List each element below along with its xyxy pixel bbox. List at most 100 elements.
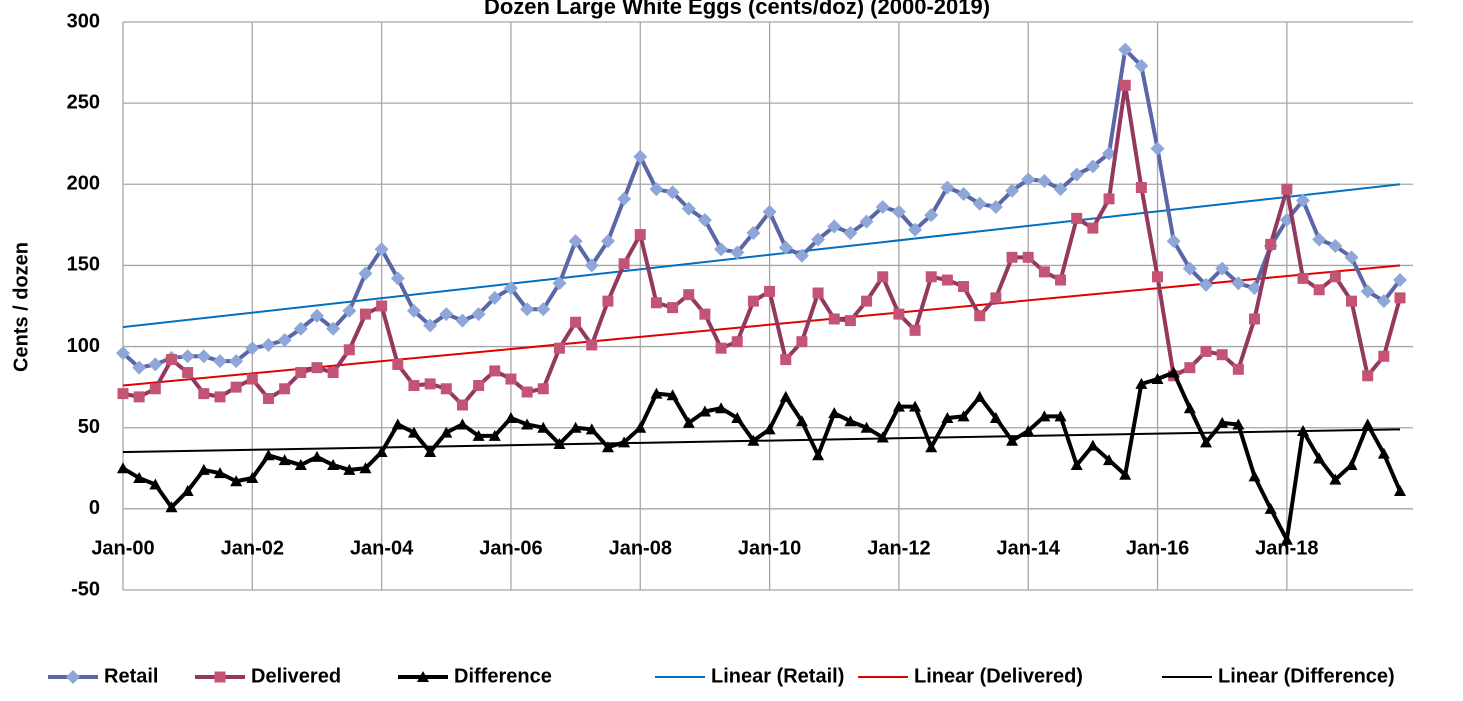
data-point [892,400,905,412]
data-point [1070,459,1083,471]
y-tick-label: 0 [89,497,100,519]
data-point [440,426,453,438]
data-point [229,354,244,369]
data-point [617,191,632,206]
data-point [1248,470,1261,482]
data-point [214,391,226,403]
data-point [456,418,469,430]
data-point [747,434,760,446]
data-point [1200,436,1213,448]
data-point [1216,349,1228,361]
data-point [230,475,243,487]
data-point [1087,222,1099,234]
data-point [1328,238,1343,253]
data-point [859,214,874,229]
data-point [584,258,599,273]
legend-label: Linear (Delivered) [914,665,1083,687]
data-point [1297,272,1309,284]
y-tick-label: 250 [67,91,100,113]
data-point [650,297,662,309]
data-point [1393,273,1407,288]
data-point [956,187,971,202]
data-point [1377,447,1390,459]
x-tick-label: Jan-02 [221,537,284,559]
legend-label: Linear (Difference) [1218,665,1395,687]
legend-marker [417,671,429,682]
data-point [424,378,436,390]
data-point [1086,439,1099,451]
legend-item: Retail [48,665,158,687]
data-point [262,449,275,461]
data-point [309,308,324,323]
data-point [424,446,437,458]
data-point [972,196,987,211]
data-point [246,373,258,385]
data-point [1037,174,1052,189]
data-point [181,485,194,497]
data-point [730,245,745,260]
data-point [908,222,923,237]
data-point [891,204,906,219]
data-point [1054,410,1067,422]
data-point [1069,167,1084,182]
y-tick-label: -50 [71,578,100,600]
data-point [552,276,567,291]
data-point [1103,454,1116,466]
data-point [731,411,744,423]
legend-item: Linear (Delivered) [858,665,1083,687]
data-point [634,421,647,433]
data-point [520,302,535,317]
data-point [925,441,938,453]
data-point [246,472,259,484]
x-tick-label: Jan-04 [350,537,414,559]
legend-label: Linear (Retail) [711,665,844,687]
data-point [213,467,226,479]
data-point [1118,42,1133,57]
data-point [634,229,646,241]
data-point [586,339,598,351]
data-point [618,436,631,448]
data-point [698,405,711,417]
data-point [1119,468,1132,480]
data-point [893,308,905,320]
data-point [1344,250,1359,265]
data-point [940,180,955,195]
data-point [990,292,1002,304]
data-point [374,242,389,257]
data-point [715,402,728,414]
data-point [1199,277,1214,292]
data-point [795,415,808,427]
data-point [1183,402,1196,414]
trendline [122,183,1401,329]
data-point [245,341,260,356]
data-point [132,360,147,375]
data-point [811,232,826,247]
data-point [957,410,970,422]
trendline [122,428,1401,454]
data-point [1167,366,1180,378]
data-point [471,307,486,322]
data-point [182,367,194,379]
data-point [536,302,551,317]
data-point [715,342,727,354]
data-point [327,367,339,379]
data-point [764,285,776,297]
data-point [844,315,856,327]
data-point [988,200,1003,215]
data-point [633,149,648,164]
legend-label: Difference [454,665,552,687]
data-point [746,225,761,240]
x-tick-label: Jan-08 [609,537,672,559]
data-point [505,373,517,385]
data-point [212,354,227,369]
y-axis-label: Cents / dozen [10,242,32,372]
data-point [827,219,842,234]
data-point [261,337,276,352]
y-tick-label: 300 [67,10,100,32]
data-point [1296,193,1311,208]
data-point [1360,284,1375,299]
chart-title: Dozen Large White Eggs (cents/doz) (2000… [484,0,990,19]
data-point [230,381,242,393]
series-line [122,83,1402,407]
